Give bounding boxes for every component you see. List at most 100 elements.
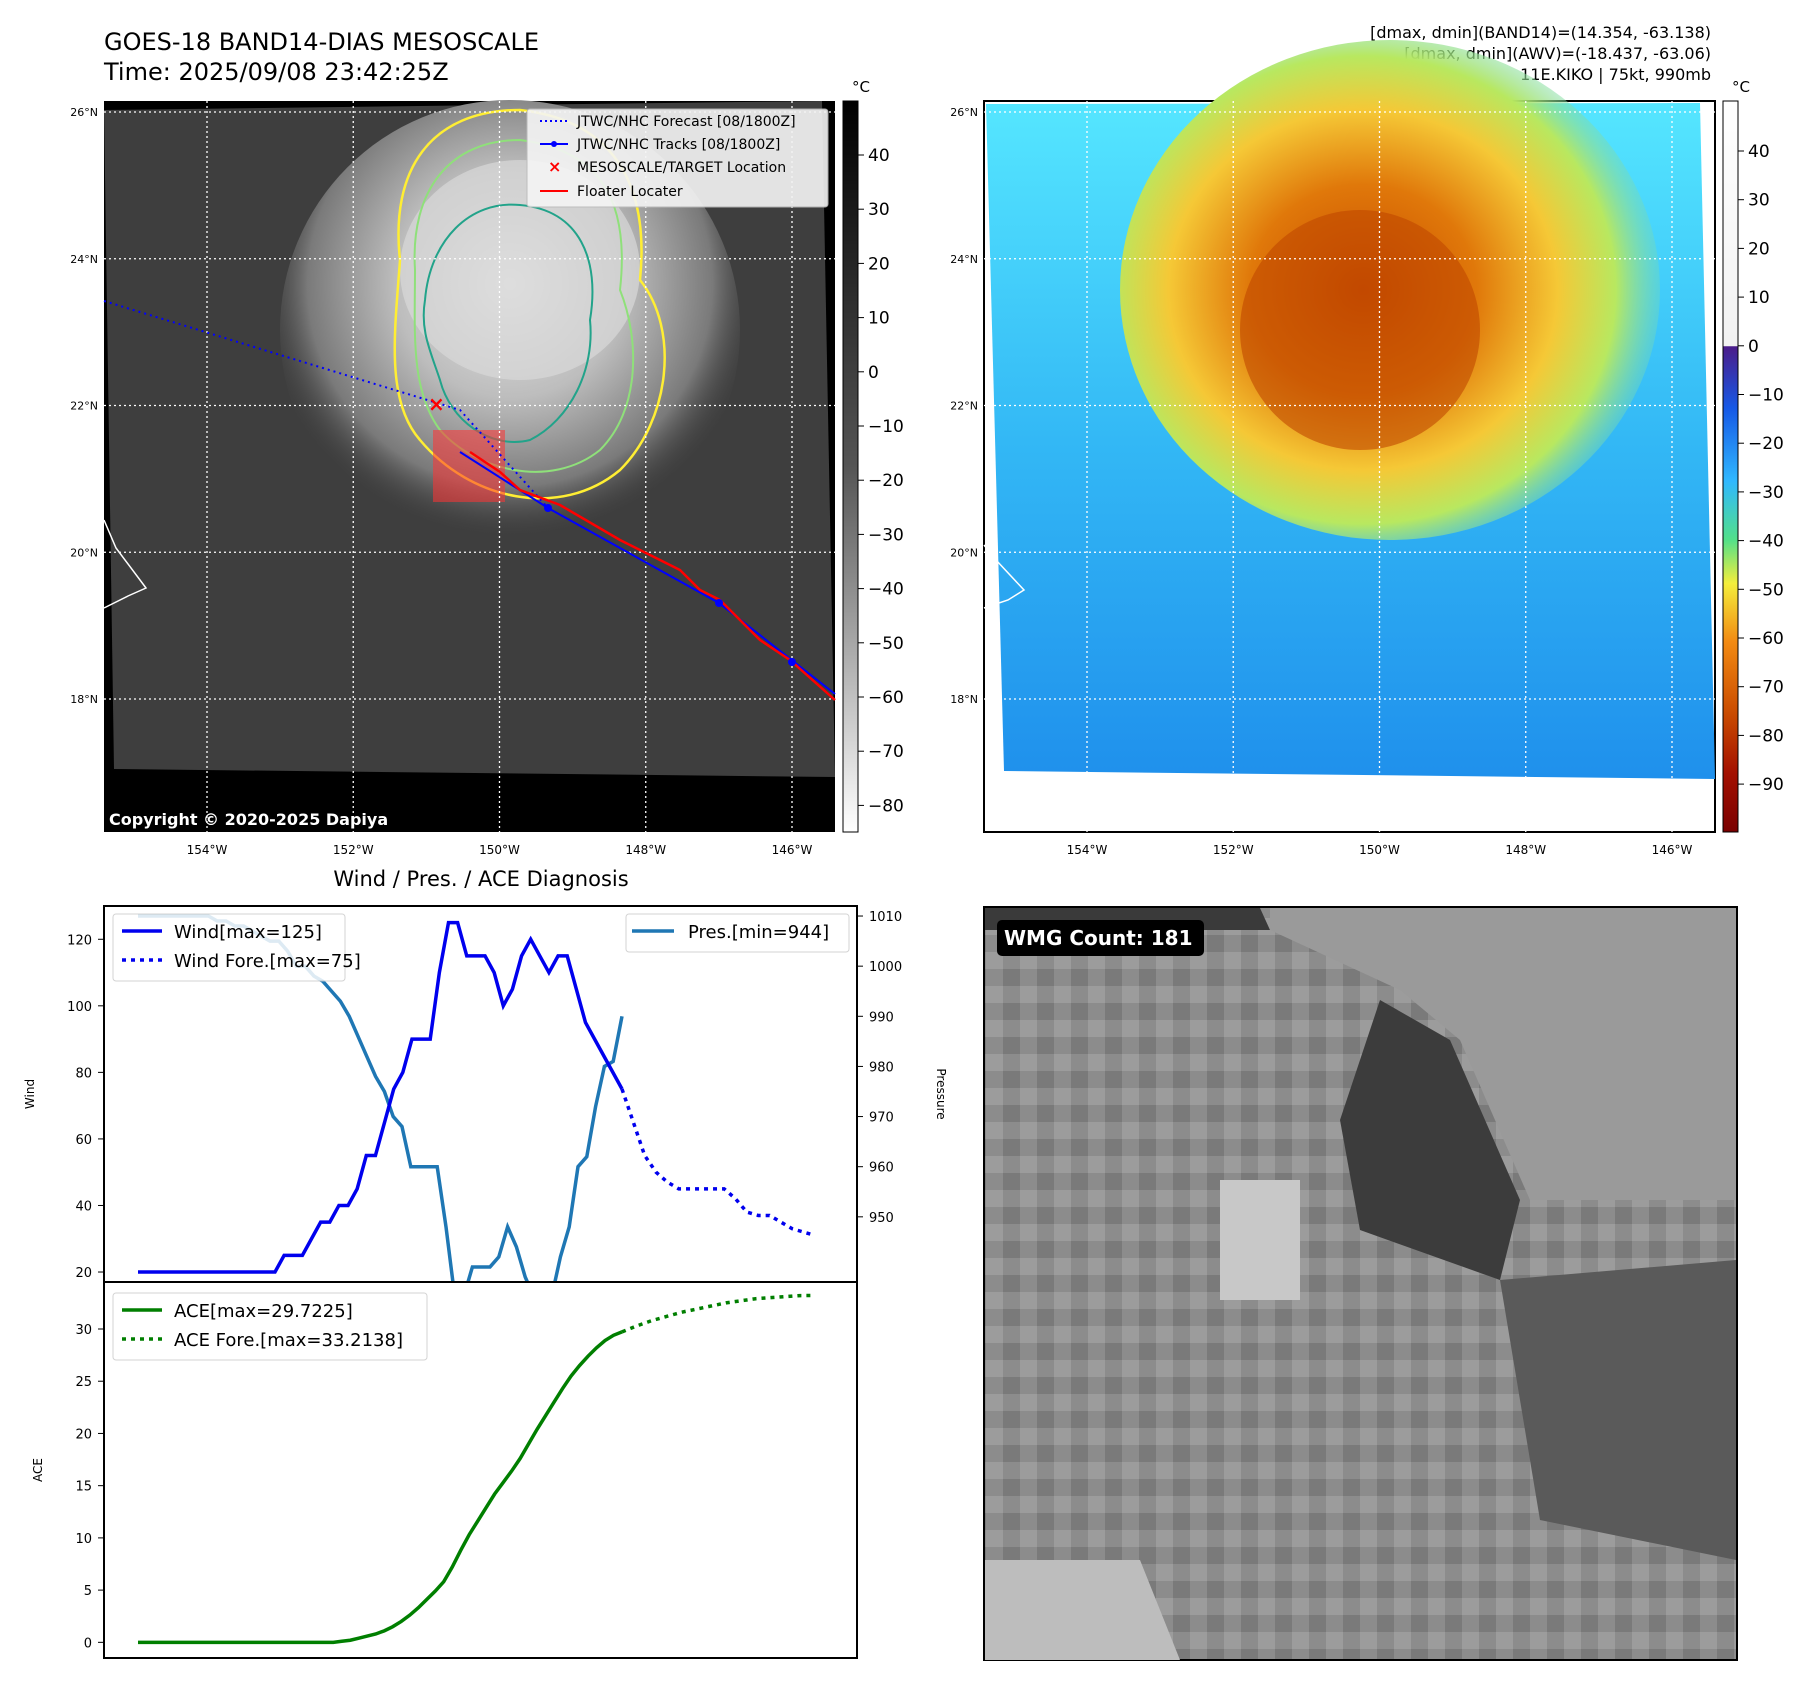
- colorbar-tick-label: 10: [1748, 288, 1770, 308]
- floater-box: [433, 430, 505, 502]
- colorbar-tick-label: 20: [1748, 239, 1770, 259]
- colorbar-tick-label: 0: [1748, 337, 1759, 357]
- colorbar-tick-label: −30: [1748, 483, 1784, 503]
- colorbar-tick-label: 40: [868, 146, 890, 166]
- lon-label: 150°W: [1359, 843, 1400, 857]
- colorbar-tick-label: −80: [868, 796, 904, 816]
- lat-label: 26°N: [950, 106, 978, 119]
- legend-floater-label: Floater Locater: [577, 184, 683, 200]
- pres-legend: [625, 913, 850, 953]
- wind-legend: [112, 913, 346, 982]
- wmg-panel: WMG Count: 181: [983, 906, 1738, 1661]
- lat-label: 24°N: [950, 253, 978, 266]
- lat-label: 26°N: [70, 106, 98, 119]
- lat-label: 20°N: [70, 546, 98, 559]
- ir-contour-green: [413, 138, 635, 473]
- lon-label: 146°W: [772, 843, 813, 857]
- ace-axis-label: ACE: [31, 1458, 45, 1482]
- ace-legend: [112, 1292, 428, 1361]
- colorbar-tick-label: −60: [868, 688, 904, 708]
- pressure-tick-label: 990: [869, 1010, 894, 1025]
- legend-ace-fore-label: ACE Fore.[max=33.2138]: [174, 1330, 403, 1351]
- colorbar-tick-label: −40: [1748, 532, 1784, 552]
- legend-forecast-label: JTWC/NHC Forecast [08/1800Z]: [576, 114, 796, 130]
- ir-axis-labels: 26°N 24°N 22°N 20°N 18°N 154°W 152°W 150°W 148°W…: [70, 106, 812, 857]
- legend-wind-label: Wind[max=125]: [174, 922, 322, 943]
- ace-tick-label: 25: [75, 1375, 92, 1390]
- lon-label: 154°W: [1067, 843, 1108, 857]
- title-line-1: GOES-18 BAND14-DIAS MESOSCALE: [104, 28, 539, 56]
- wmg-warm-spot: [1220, 1180, 1300, 1300]
- forecast-track: [103, 300, 549, 509]
- colorbar-tick-label: 20: [868, 254, 890, 274]
- colorbar-tick-label: −20: [868, 471, 904, 491]
- colorbar-tick-label: −50: [868, 634, 904, 654]
- colorbar-tick-label: −10: [1748, 386, 1784, 406]
- colorbar-tick-label: 30: [868, 200, 890, 220]
- color-colorbar-unit: °C: [1732, 78, 1750, 96]
- lat-label: 22°N: [950, 400, 978, 413]
- wind-tick-label: 20: [75, 1266, 92, 1281]
- ace-tick-label: 0: [84, 1636, 92, 1651]
- colorbar-tick-label: −70: [1748, 678, 1784, 698]
- wind-forecast-line: [620, 1088, 816, 1238]
- wmg-count-box: [997, 920, 1204, 956]
- wind-axis-label: Wind: [23, 1079, 37, 1109]
- lat-label: 18°N: [70, 693, 98, 706]
- legend-tracks-label: JTWC/NHC Tracks [08/1800Z]: [576, 137, 780, 153]
- color-map-panel: 26°N 24°N 22°N 20°N 18°N 154°W 152°W 150°W 148°W…: [950, 40, 1716, 857]
- wind-tick-label: 60: [75, 1133, 92, 1148]
- lon-label: 148°W: [1505, 843, 1546, 857]
- pressure-axis-label: Pressure: [934, 1068, 948, 1119]
- track-point: [788, 658, 796, 666]
- wmg-clear-region: [1270, 908, 1736, 1200]
- ir-storm-core: [400, 160, 640, 380]
- ace-tick-label: 15: [75, 1480, 92, 1495]
- lon-label: 148°W: [625, 843, 666, 857]
- colorbar-tick-label: −60: [1748, 629, 1784, 649]
- ace-chart-marks: 0 5 10 15 20 25 30: [75, 1293, 816, 1651]
- colorbar-tick-label: −90: [1748, 775, 1784, 795]
- colorbar-tick-label: 30: [1748, 191, 1770, 211]
- colorbar-tick-label: −10: [868, 417, 904, 437]
- colorbar-tick-label: −40: [868, 580, 904, 600]
- ace-forecast-line: [621, 1293, 816, 1334]
- ir-gridlines: [104, 101, 835, 832]
- ir-map-panel: × JTWC/NHC Forecast [08/1800Z] JTWC/NHC …: [70, 100, 836, 857]
- map-legend: [526, 108, 829, 208]
- colorbar-tick-label: 0: [868, 363, 879, 383]
- stats-line-3: 11E.KIKO | 75kt, 990mb: [1520, 65, 1711, 84]
- colorbar-tick-label: −70: [868, 742, 904, 762]
- ace-line: [138, 1330, 623, 1645]
- diagnosis-title: Wind / Pres. / ACE Diagnosis: [333, 867, 628, 891]
- ace-tick-label: 5: [84, 1584, 92, 1599]
- colorbar-tick-label: 40: [1748, 142, 1770, 162]
- wmg-dark-lower: [1500, 1260, 1736, 1560]
- pressure-tick-label: 950: [869, 1211, 894, 1226]
- wmg-dark-band: [1340, 1000, 1520, 1280]
- colorbar-tick-label: −30: [868, 525, 904, 545]
- storm-tracks: [103, 300, 836, 701]
- wind-tick-label: 40: [75, 1199, 92, 1214]
- pressure-tick-label: 1000: [869, 960, 902, 975]
- lat-label: 18°N: [950, 693, 978, 706]
- legend-wind-fore-label: Wind Fore.[max=75]: [174, 951, 361, 972]
- ace-tick-label: 30: [75, 1323, 92, 1338]
- wind-tick-label: 120: [67, 933, 92, 948]
- legend-tracks-dot: [551, 141, 557, 147]
- color-axis-labels: 26°N 24°N 22°N 20°N 18°N 154°W 152°W 150°W 148°W…: [950, 106, 1692, 857]
- gray-colorbar-unit: °C: [852, 78, 870, 96]
- pressure-tick-label: 1010: [869, 910, 902, 925]
- gray-colorbar-ticks: 40 30 20 10 0 −10 −20 −30 −40 −50 −60 −70 −80: [858, 146, 904, 816]
- ace-tick-label: 10: [75, 1532, 92, 1547]
- best-track: [459, 451, 836, 695]
- wmg-bright-lower: [985, 1560, 1180, 1660]
- track-point: [715, 599, 723, 607]
- pressure-tick-label: 960: [869, 1161, 894, 1176]
- lat-label: 22°N: [70, 400, 98, 413]
- wind-tick-label: 100: [67, 1000, 92, 1015]
- copyright: Copyright © 2020-2025 Dapiya: [109, 810, 388, 829]
- color-gridlines: [984, 101, 1715, 832]
- pressure-tick-label: 970: [869, 1111, 894, 1126]
- lon-label: 154°W: [187, 843, 228, 857]
